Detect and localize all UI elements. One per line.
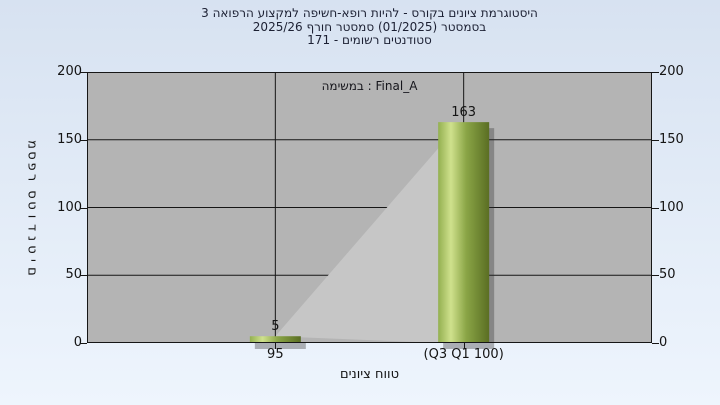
chart-title-line2: בסמסטר (01/2025) סמסטר חורף 2025/26 <box>252 19 487 34</box>
chart-title-block: היסטוגרמת ציונים בקורס - להיות רופא-חשיפ… <box>87 6 652 48</box>
y-tick-mark-right <box>652 207 659 209</box>
chart-canvas <box>87 72 652 349</box>
y-tick-label-right: 0 <box>659 335 668 350</box>
bar-value-label: 163 <box>451 105 477 121</box>
chart-title-line3: סטודנטים רשומים - 171 <box>307 33 432 47</box>
bar <box>249 336 301 343</box>
y-tick-label-right: 200 <box>659 64 684 79</box>
bar-value-label: 5 <box>271 319 280 335</box>
y-tick-label-right: 100 <box>659 199 684 215</box>
highlight-triangle <box>275 146 441 343</box>
x-tick-label: (Q3 Q1 100) <box>423 347 504 362</box>
y-tick-mark-right <box>652 275 659 277</box>
y-tick-mark-left <box>80 72 87 73</box>
bar-shadow <box>254 342 306 349</box>
y-tick-mark-right <box>652 139 659 141</box>
y-tick-label-left: 50 <box>65 267 82 283</box>
y-tick-mark-left <box>80 139 87 141</box>
y-tick-mark-left <box>80 207 87 209</box>
y-tick-label-right: 50 <box>659 267 676 283</box>
legend: במשימה : Final_A <box>321 79 418 93</box>
y-tick-mark-left <box>80 275 87 277</box>
y-tick-label-left: 0 <box>73 335 82 350</box>
y-tick-label-right: 150 <box>659 131 684 147</box>
x-tick-mark <box>275 343 277 349</box>
plot-area: במשימה : Final_A <box>87 72 652 349</box>
x-tick-label: 95 <box>267 347 284 362</box>
chart-title-line1: היסטוגרמת ציונים בקורס - להיות רופא-חשיפ… <box>201 6 538 20</box>
x-tick-mark <box>463 343 465 349</box>
y-tick-mark-right <box>652 72 659 73</box>
y-tick-label-left: 100 <box>57 199 82 215</box>
plot-border <box>87 72 652 343</box>
x-axis-title: טווח ציונים <box>339 367 400 382</box>
y-tick-label-left: 150 <box>57 131 82 147</box>
y-tick-mark-right <box>652 343 659 344</box>
y-tick-mark-left <box>80 343 87 344</box>
bar <box>438 122 490 343</box>
y-tick-label-left: 200 <box>57 64 82 79</box>
